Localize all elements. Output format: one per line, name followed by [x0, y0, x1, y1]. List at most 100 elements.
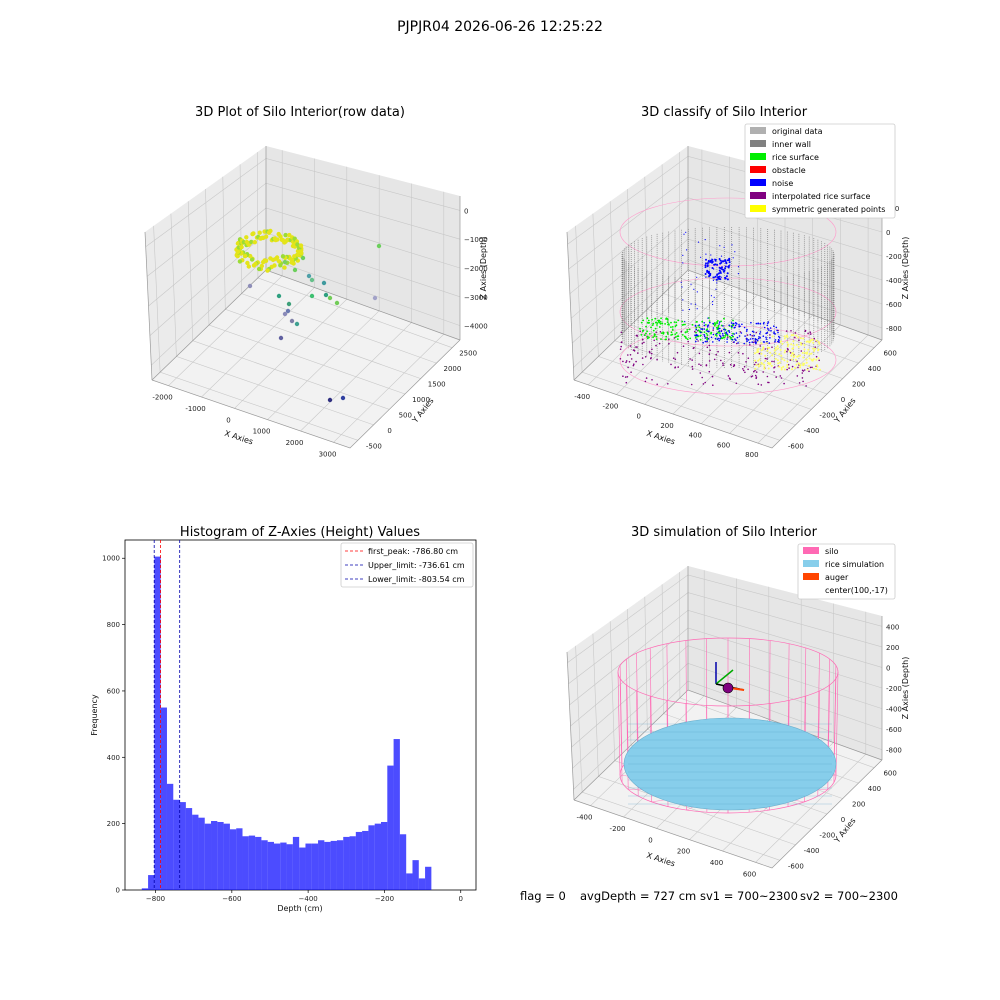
noise-point — [718, 272, 720, 275]
interp-point — [818, 359, 820, 362]
interp-point — [767, 381, 769, 384]
symmetric-point — [803, 348, 806, 351]
histogram-bar — [242, 836, 249, 890]
symmetric-point — [764, 354, 767, 357]
symmetric-point — [771, 335, 774, 338]
noise-point — [765, 338, 768, 340]
silo-wire — [636, 653, 639, 754]
symmetric-point — [780, 366, 783, 369]
symmetric-point — [805, 352, 808, 355]
symmetric-point — [808, 357, 811, 360]
noise-point — [728, 259, 731, 261]
noise-point — [703, 328, 706, 330]
interp-point — [619, 348, 622, 351]
symmetric-point — [817, 357, 820, 360]
interp-point — [759, 345, 761, 347]
rice-point — [728, 335, 731, 338]
legend-label: Upper_limit: -736.61 cm — [368, 561, 465, 570]
interp-point — [706, 346, 709, 349]
interp-point — [754, 369, 756, 372]
interp-point — [814, 346, 817, 349]
histogram-bar — [425, 866, 432, 890]
interp-point — [749, 344, 751, 346]
noise-point — [718, 321, 721, 323]
interp-point — [711, 375, 714, 378]
histogram-bar — [330, 840, 337, 890]
interp-point — [773, 371, 775, 373]
histogram-bar — [418, 878, 426, 890]
rice-point — [652, 322, 655, 325]
noise-point — [731, 334, 733, 337]
legend-swatch — [750, 205, 766, 212]
silo-wire — [626, 658, 629, 761]
legend-label: rice simulation — [825, 560, 884, 569]
interp-point — [728, 351, 731, 354]
rice-point — [666, 331, 669, 334]
interp-point — [644, 380, 647, 383]
interp-point — [674, 358, 677, 361]
x-tick-label: 600 — [743, 870, 756, 878]
symmetric-point — [757, 365, 760, 368]
rice-point — [720, 324, 723, 327]
silo-wire — [619, 277, 837, 347]
interp-point — [809, 366, 812, 369]
interp-point — [642, 363, 644, 366]
noise-point — [705, 276, 707, 278]
symmetric-point — [786, 345, 789, 348]
rice-point — [639, 327, 641, 330]
rice-point — [657, 319, 660, 322]
noise-point — [729, 264, 731, 266]
histogram-bar — [211, 821, 218, 890]
rice-point — [706, 334, 709, 337]
interp-point — [635, 346, 637, 348]
noise-point — [681, 286, 683, 288]
rice-point — [681, 320, 684, 323]
data-point — [321, 280, 327, 286]
axis-edge — [573, 759, 883, 869]
symmetric-point — [786, 341, 789, 344]
noise-point — [738, 335, 741, 337]
symmetric-point — [791, 368, 793, 371]
rice-point — [653, 335, 656, 337]
rice-point — [701, 320, 704, 323]
symmetric-point — [812, 347, 814, 350]
noise-point — [712, 327, 715, 329]
interp-point — [627, 354, 629, 356]
data-point — [251, 231, 256, 236]
noise-point — [703, 324, 706, 327]
noise-point — [736, 336, 739, 339]
rice-point — [658, 326, 661, 328]
interp-point — [691, 359, 693, 361]
rice-point — [723, 317, 725, 320]
histogram-bar — [255, 836, 262, 890]
symmetric-point — [795, 343, 798, 346]
legend-label: symmetric generated points — [772, 205, 885, 214]
noise-point — [696, 291, 698, 293]
noise-point — [714, 337, 717, 340]
interp-point — [739, 331, 742, 333]
noise-point — [726, 262, 728, 264]
interp-point — [802, 380, 804, 383]
interp-point — [728, 377, 731, 380]
symmetric-point — [781, 357, 784, 360]
symmetric-point — [776, 359, 779, 362]
symmetric-point — [760, 349, 763, 352]
symmetric-point — [808, 353, 811, 355]
interp-point — [641, 342, 644, 345]
interp-point — [708, 353, 711, 356]
histogram-bar — [368, 825, 375, 890]
rice-point — [714, 322, 716, 324]
x-tick-label: -200 — [602, 403, 618, 411]
noise-point — [766, 324, 769, 327]
legend-swatch — [750, 153, 766, 160]
interp-point — [755, 376, 758, 378]
rice-point — [664, 323, 666, 325]
noise-point — [715, 278, 718, 281]
interp-point — [747, 357, 750, 360]
interp-point — [644, 356, 647, 358]
interp-point — [737, 352, 740, 354]
legend-label: original data — [772, 127, 823, 136]
noise-point — [716, 276, 719, 279]
symmetric-point — [808, 364, 811, 367]
symmetric-point — [800, 343, 803, 346]
